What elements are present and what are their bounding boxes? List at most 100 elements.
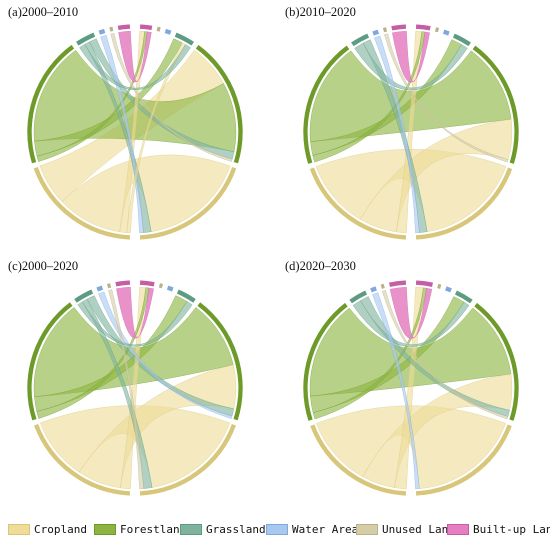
chord-grassland-to-forestland — [89, 38, 235, 160]
arc-built-up-land-target — [415, 279, 434, 288]
chord-built-up-land-to-built-up-land — [118, 30, 152, 83]
arc-unused-land-target — [158, 282, 164, 289]
chord-cropland-to-built-up-land — [120, 286, 147, 490]
chord-cropland-to-built-up-land — [395, 30, 423, 234]
arc-unused-land-target — [436, 283, 443, 290]
arc-built-up-land-source — [114, 279, 131, 288]
chord-unused-land-to-forestland — [381, 289, 509, 420]
chord-forestland-to-grassland — [310, 296, 465, 413]
rim-arcs — [26, 23, 244, 241]
legend-label-forestland: Forestland — [120, 522, 187, 536]
chord-links — [309, 286, 513, 490]
legend-label-water-area: Water Area — [292, 522, 359, 536]
legend-swatch-grassland — [180, 523, 202, 535]
chord-panel-2: (b)2010–2020 — [285, 5, 520, 241]
arc-unused-land-source — [382, 26, 388, 34]
chord-forestland-to-grassland — [34, 38, 183, 157]
chord-built-up-land-to-built-up-land — [116, 286, 154, 339]
legend-item-unused-land: Unused Land — [356, 520, 455, 538]
arc-grassland-target — [176, 288, 197, 304]
chord-forestland-to-built-up-land — [312, 31, 426, 163]
legend: Cropland Forestland Grassland Water Area… — [0, 516, 550, 542]
chord-grassland-to-cropland — [362, 39, 428, 233]
chord-links — [309, 30, 513, 234]
arc-forestland-target — [195, 44, 244, 165]
chord-grassland-to-grassland — [79, 43, 191, 91]
arc-built-up-land-source — [117, 23, 131, 31]
arc-water-area-source — [371, 28, 380, 37]
chord-forestland-to-grassland — [34, 295, 188, 412]
chord-unused-land-to-forestland — [110, 32, 233, 162]
arc-unused-land-source — [108, 25, 115, 33]
arc-cropland-source — [33, 423, 131, 497]
legend-swatch-cropland — [8, 523, 30, 535]
arc-grassland-source — [348, 289, 368, 305]
rim-arcs — [302, 279, 520, 497]
chord-cropland-to-grassland — [126, 42, 186, 234]
chord-links — [33, 286, 237, 490]
arc-water-area-source — [95, 284, 104, 293]
chord-grassland-to-grassland — [77, 301, 193, 347]
chord-water-area-to-cropland — [372, 292, 420, 490]
arc-unused-land-target — [434, 26, 440, 34]
chord-panel-1: (a)2000–2010 — [8, 5, 244, 241]
chord-forestland-to-forestland — [309, 50, 512, 143]
arc-forestland-source — [302, 44, 351, 165]
arc-grassland-target — [454, 289, 474, 305]
arc-grassland-target — [452, 32, 472, 47]
legend-label-grassland: Grassland — [206, 522, 266, 536]
arc-built-up-land-source — [388, 279, 407, 288]
chord-panel-3: (c)2000–2020 — [8, 259, 244, 497]
arc-built-up-land-target — [415, 23, 432, 32]
arc-unused-land-source — [106, 282, 112, 289]
legend-swatch-unused-land — [356, 523, 378, 535]
arc-water-area-target — [442, 28, 451, 37]
chord-water-area-to-forestland — [98, 291, 233, 419]
arc-built-up-land-target — [139, 23, 153, 31]
chord-cropland-to-cropland — [316, 405, 506, 489]
arc-cropland-source — [309, 166, 407, 241]
chord-built-up-land-to-built-up-land — [391, 30, 431, 83]
arc-water-area-source — [369, 285, 378, 294]
panel-label-3: (c)2000–2020 — [8, 259, 78, 273]
arc-forestland-target — [473, 302, 520, 422]
legend-label-cropland: Cropland — [34, 522, 87, 536]
chord-grassland-to-cropland — [84, 41, 152, 233]
arc-water-area-target — [166, 284, 175, 293]
arc-unused-land-source — [379, 283, 386, 290]
legend-label-built-up-land: Built-up Land — [473, 522, 550, 536]
rim-arcs — [26, 279, 244, 497]
arc-cropland-source — [32, 166, 131, 241]
chord-links — [33, 30, 237, 234]
arc-forestland-source — [26, 301, 74, 422]
chord-forestland-to-built-up-land — [36, 287, 150, 419]
arc-cropland-target — [415, 166, 513, 241]
chord-cropland-to-built-up-land — [119, 30, 145, 233]
chord-grassland-to-grassland — [352, 300, 470, 347]
legend-item-grassland: Grassland — [180, 520, 266, 538]
legend-item-built-up-land: Built-up Land — [447, 520, 550, 538]
chord-forestland-to-grassland — [310, 39, 462, 156]
arc-grassland-target — [174, 31, 195, 47]
arc-water-area-target — [163, 28, 173, 36]
chord-unused-land-to-forestland — [384, 33, 509, 163]
arc-grassland-source — [350, 32, 370, 47]
chord-built-up-land-to-built-up-land — [389, 286, 433, 339]
arc-water-area-target — [444, 285, 453, 294]
arc-built-up-land-target — [139, 279, 156, 288]
arc-forestland-source — [26, 44, 75, 165]
chord-forestland-to-forestland — [309, 307, 512, 397]
arc-cropland-target — [139, 423, 237, 497]
chord-cropland-to-built-up-land — [394, 286, 424, 490]
arc-unused-land-target — [155, 25, 162, 33]
chord-grassland-to-grassland — [354, 42, 468, 91]
legend-item-cropland: Cropland — [8, 520, 87, 538]
rim-arcs — [302, 23, 520, 241]
arc-forestland-source — [302, 302, 349, 422]
panel-label-4: (d)2020–2030 — [285, 259, 356, 273]
chord-grassland-to-forestland — [360, 296, 510, 417]
legend-swatch-water-area — [266, 523, 288, 535]
arc-water-area-source — [97, 28, 107, 36]
legend-swatch-built-up-land — [447, 523, 469, 535]
